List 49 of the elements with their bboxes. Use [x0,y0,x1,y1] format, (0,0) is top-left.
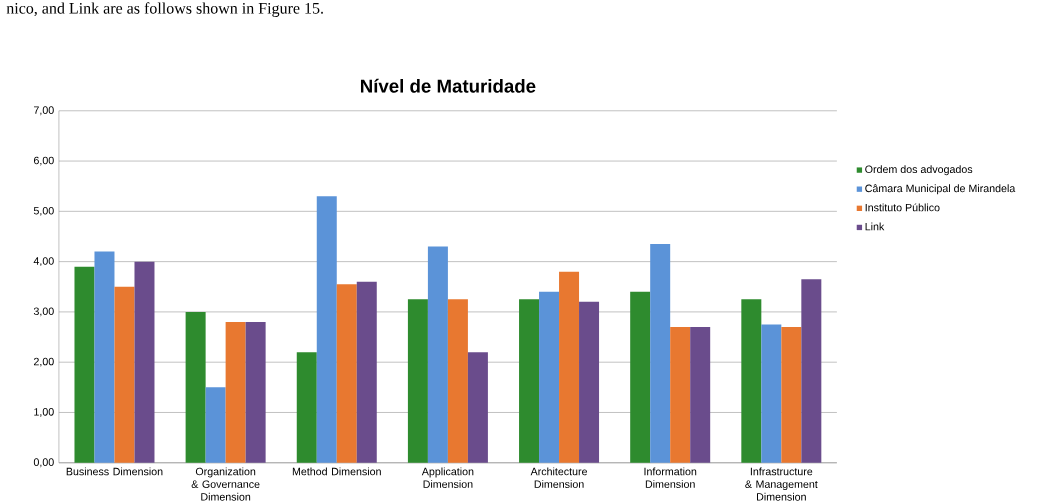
bar [579,301,600,463]
x-tick-label: Architecture Dimension [530,467,588,488]
bar [741,299,762,463]
y-tick-label: 5,00 [33,206,54,216]
x-tick-label: Organization & Governance Dimension [191,467,260,501]
bar [245,321,266,463]
bar [519,299,540,463]
bar [447,299,468,463]
bar [205,387,226,463]
bar [296,352,317,463]
x-tick-label: Method Dimension [292,467,381,476]
bar [690,327,711,463]
bar [185,311,206,463]
bar [94,251,115,463]
y-tick-label: 1,00 [34,408,54,417]
bar [467,352,488,463]
legend-label: Instituto Público [865,203,940,212]
x-tick-label: Infrastructure & Management Dimension [745,467,818,501]
bar [407,299,428,463]
x-tick-label: Application Dimension [421,467,474,488]
bar [650,244,671,463]
bar [539,291,560,463]
y-tick-label: 4,00 [33,257,54,267]
bar [134,261,155,463]
bar [630,291,651,463]
legend-label: Ordem dos advogados [865,165,973,176]
legend-label: Link [865,222,885,231]
bar [670,327,691,463]
x-tick-label: Information Dimension [644,467,697,488]
y-tick-label: 6,00 [33,156,54,166]
legend-label: Câmara Municipal de Mirandela [865,184,1016,195]
text: nico, and Link are as follows shown in Figure 15. [6,2,323,17]
y-tick-label: 7,00 [33,106,54,116]
bar [781,327,802,463]
bar [356,281,377,463]
bar [225,321,246,463]
bar [761,324,782,463]
bar [316,196,337,463]
bar [559,271,580,463]
bar [74,266,95,463]
y-tick-label: 3,00 [33,307,54,317]
y-tick-label: 2,00 [33,357,54,367]
bar [427,246,448,463]
bar [114,286,135,463]
chart-title: Nível de Maturidade [360,78,536,93]
bar [336,284,357,463]
x-tick-label: Business Dimension [66,467,163,476]
y-tick-label: 0,00 [33,458,54,468]
bar [801,279,822,463]
